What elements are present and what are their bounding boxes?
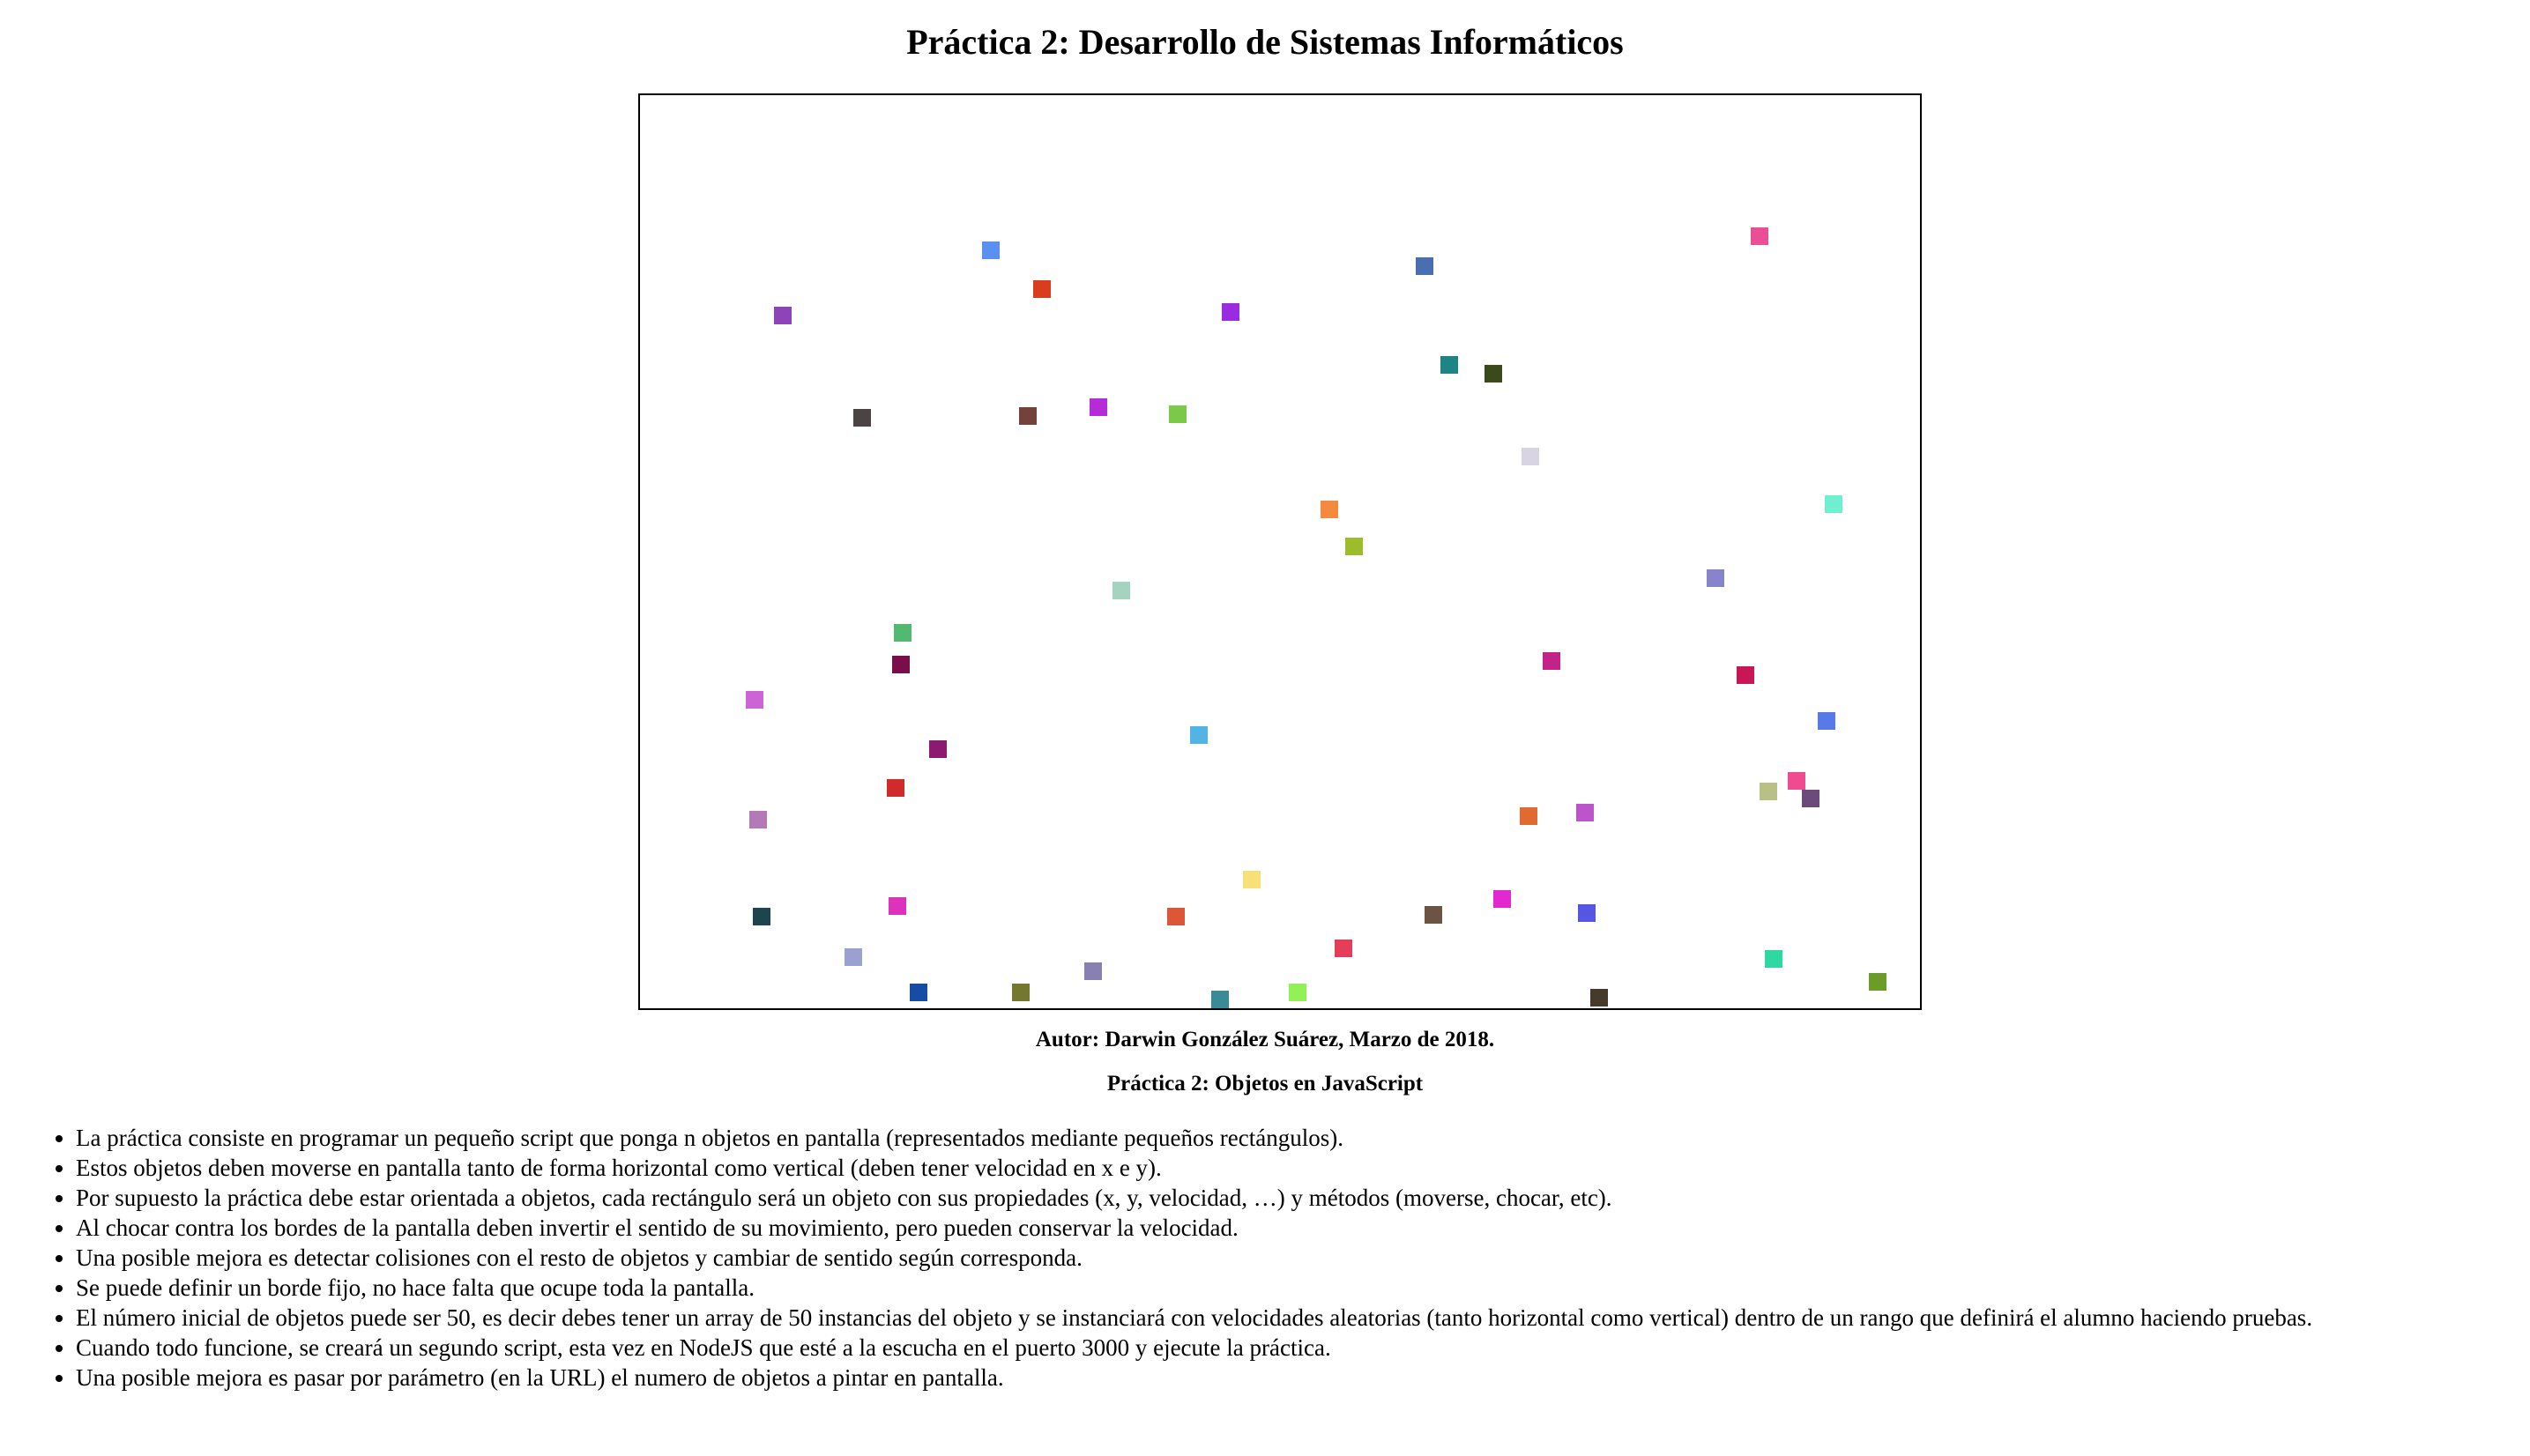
moving-rectangles (746, 227, 1886, 1008)
moving-rectangle (1084, 962, 1102, 980)
moving-rectangle (929, 740, 947, 758)
list-item: La práctica consiste en programar un peq… (76, 1123, 2530, 1153)
moving-rectangle (753, 908, 770, 925)
moving-rectangle (892, 656, 910, 673)
list-item: El número inicial de objetos puede ser 5… (76, 1303, 2530, 1333)
moving-rectangle (1543, 652, 1560, 670)
list-item: Una posible mejora es detectar colisione… (76, 1243, 2530, 1273)
list-item: Una posible mejora es pasar por parámetr… (76, 1363, 2530, 1393)
moving-rectangle (1765, 950, 1782, 968)
moving-rectangle (1222, 303, 1239, 321)
moving-rectangle (1112, 582, 1130, 599)
list-item: Estos objetos deben moverse en pantalla … (76, 1153, 2530, 1183)
moving-rectangle (1760, 783, 1777, 800)
moving-rectangle (746, 691, 763, 709)
moving-rectangle (1416, 257, 1433, 275)
moving-rectangle (853, 409, 871, 427)
moving-rectangle (910, 984, 927, 1001)
moving-rectangle (1169, 405, 1187, 423)
moving-rectangle (1289, 984, 1306, 1001)
requirements-list: La práctica consiste en programar un peq… (42, 1123, 2530, 1393)
list-item: Por supuesto la práctica debe estar orie… (76, 1183, 2530, 1213)
moving-rectangle (1869, 973, 1886, 991)
moving-rectangle (1818, 712, 1835, 730)
moving-rectangle (1590, 989, 1608, 1007)
author-line: Autor: Darwin González Suárez, Marzo de … (1035, 1028, 1495, 1051)
moving-rectangle (889, 897, 906, 915)
list-item: Al chocar contra los bordes de la pantal… (76, 1213, 2530, 1243)
moving-rectangle (1493, 890, 1511, 908)
moving-rectangle (1737, 666, 1754, 684)
list-item: Cuando todo funcione, se creará un segun… (76, 1333, 2530, 1363)
moving-rectangle (1751, 227, 1768, 245)
moving-rectangle (1788, 772, 1805, 790)
moving-rectangle (845, 948, 862, 966)
moving-rectangle (774, 307, 792, 324)
moving-rectangle (1012, 984, 1030, 1001)
list-item: Se puede definir un borde fijo, no hace … (76, 1273, 2530, 1303)
moving-rectangle (749, 811, 767, 828)
moving-rectangle (887, 779, 904, 797)
moving-rectangle (1576, 804, 1594, 821)
moving-rectangle (1578, 904, 1596, 922)
moving-rectangle (1243, 871, 1261, 888)
moving-rectangle (1345, 538, 1363, 555)
moving-rectangle (1167, 908, 1185, 925)
moving-rectangle (1211, 991, 1229, 1008)
moving-rectangle (894, 624, 912, 642)
moving-rectangle (1019, 407, 1037, 425)
moving-rectangle (1335, 940, 1352, 957)
moving-rectangle (1090, 398, 1107, 416)
moving-rectangle (1321, 501, 1338, 518)
moving-rectangle (1485, 365, 1502, 383)
moving-rectangle (1033, 280, 1051, 298)
moving-rectangle (1802, 790, 1819, 807)
moving-rectangle (1707, 569, 1724, 587)
animation-canvas (638, 93, 1922, 1010)
section-subtitle: Práctica 2: Objetos en JavaScript (1106, 1072, 1424, 1096)
moving-rectangle (982, 241, 1000, 259)
moving-rectangle (1522, 448, 1539, 465)
moving-rectangle (1520, 807, 1537, 825)
moving-rectangle (1425, 906, 1442, 924)
moving-rectangle (1825, 495, 1842, 513)
moving-rectangle (1440, 356, 1458, 374)
page-title: Práctica 2: Desarrollo de Sistemas Infor… (906, 22, 1624, 62)
moving-rectangle (1190, 726, 1208, 744)
